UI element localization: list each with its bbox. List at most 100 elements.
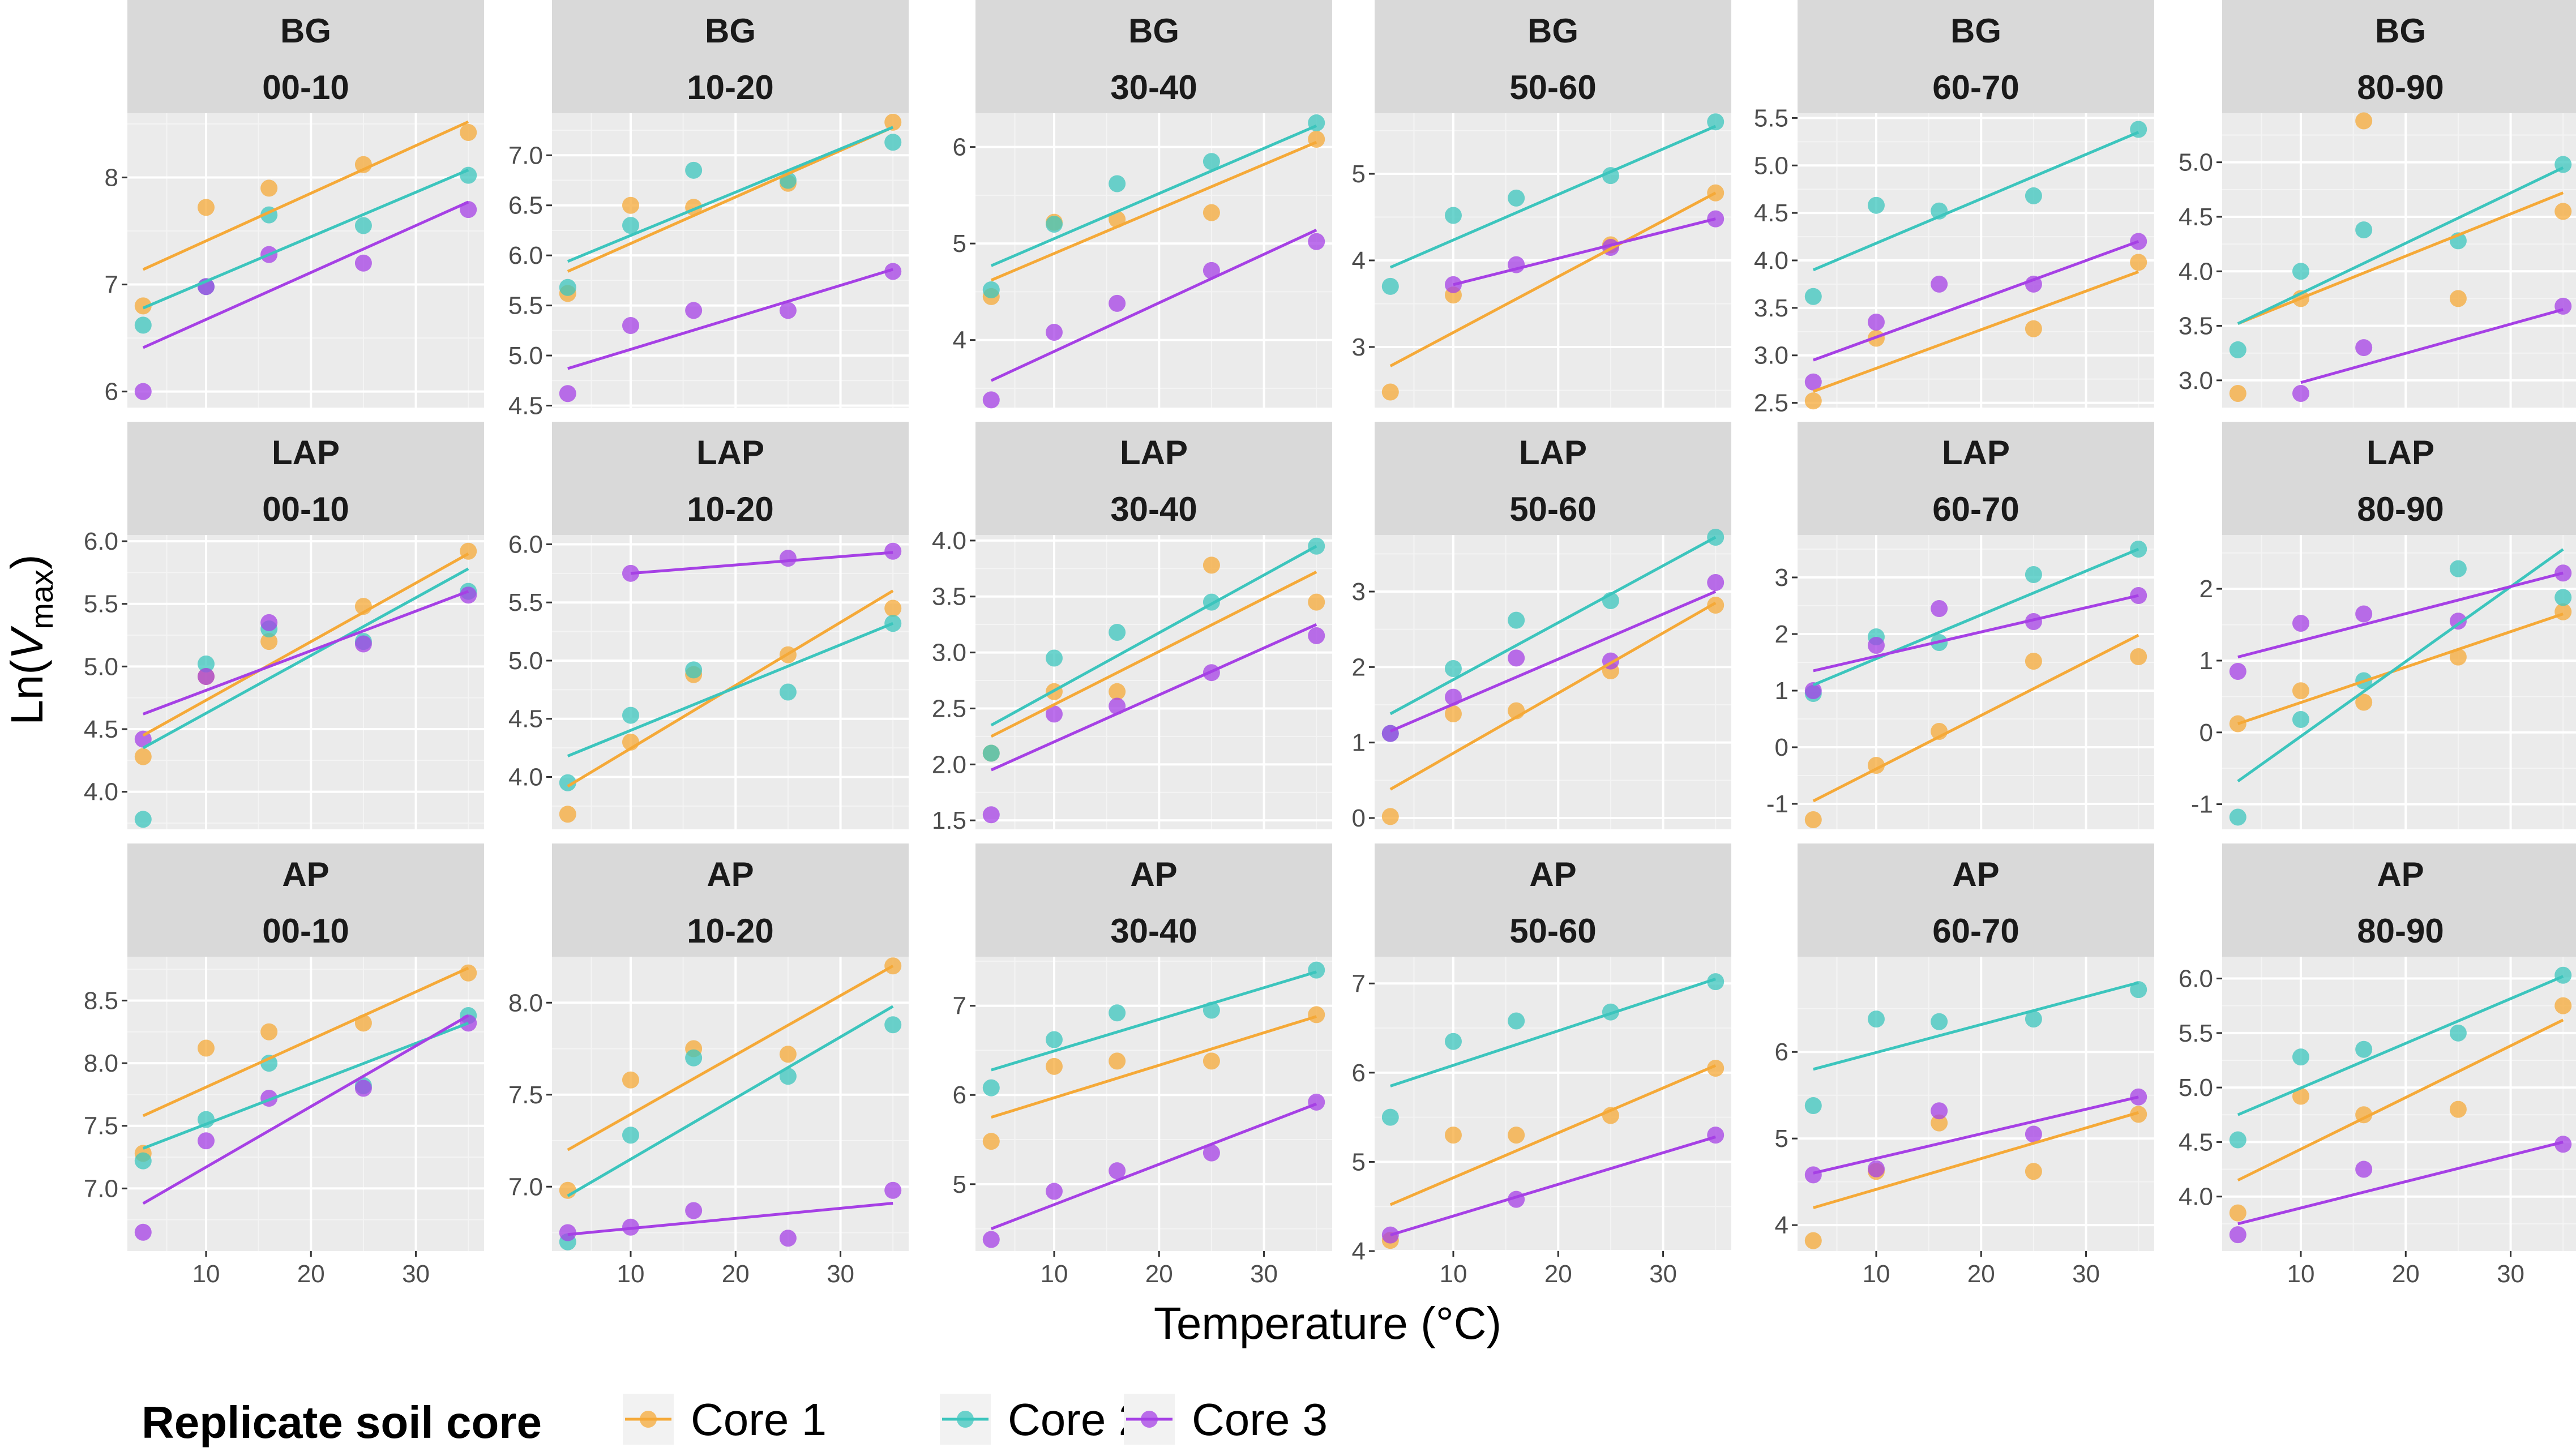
x-tick-label: 30 — [402, 1260, 430, 1288]
x-tick-label: 10 — [1040, 1260, 1068, 1288]
facet-panel-lap-00-10: LAP 00-10 4.0 4.5 5.0 5.5 6.0 — [84, 422, 484, 829]
y-tick-label: -1 — [1766, 790, 1788, 818]
strip-depth-label: 00-10 — [262, 490, 349, 528]
fit-line-core-2 — [1812, 131, 2139, 272]
y-tick-label: 6.0 — [84, 528, 118, 555]
y-tick-label: 7 — [953, 992, 966, 1020]
data-point-core-3 — [982, 1231, 1000, 1248]
legend-key-point — [957, 1411, 974, 1428]
x-tick-label: 20 — [1544, 1260, 1572, 1288]
data-point-core-2 — [2130, 981, 2147, 999]
y-tick-label: 5.5 — [84, 590, 118, 618]
fit-line-core-3 — [1453, 217, 1716, 286]
data-point-core-3 — [1707, 1127, 1725, 1144]
data-point-core-3 — [2229, 662, 2246, 680]
fit-line-core-1 — [1389, 601, 1717, 791]
data-point-core-1 — [2130, 254, 2147, 271]
data-point-core-2 — [1109, 1004, 1126, 1022]
y-tick-label: 5 — [1775, 1125, 1788, 1153]
data-point-core-2 — [779, 683, 797, 701]
data-point-core-2 — [1109, 175, 1126, 192]
data-point-core-1 — [2130, 1106, 2147, 1123]
data-point-core-1 — [460, 964, 477, 982]
data-point-core-3 — [354, 1080, 372, 1097]
facet-panel-lap-50-60: LAP 50-60 0 1 2 3 — [1352, 422, 1731, 832]
data-point-core-1 — [1804, 1232, 1822, 1249]
y-tick-label: 3 — [1352, 578, 1366, 606]
y-tick-label: 1.5 — [932, 807, 966, 834]
y-tick-label: 6 — [953, 134, 966, 161]
plot-background — [127, 535, 484, 829]
x-tick-label: 30 — [1250, 1260, 1278, 1288]
facet-panel-bg-00-10: BG 00-10 6 7 8 — [105, 0, 484, 408]
facet-strip — [975, 843, 1332, 957]
y-axis-title-prefix: Ln( — [2, 660, 52, 725]
data-point-core-3 — [197, 1132, 215, 1150]
y-tick-label: 2.0 — [932, 751, 966, 778]
data-point-core-3 — [1804, 1166, 1822, 1184]
data-point-core-3 — [1045, 1183, 1063, 1200]
legend: Replicate soil core Core 1 Core 2 Core 3 — [142, 1394, 1328, 1448]
fit-line-core-1 — [1812, 633, 2139, 803]
fit-line-core-2 — [1389, 125, 1717, 269]
plot-background — [552, 535, 909, 829]
data-point-core-3 — [2229, 1226, 2246, 1244]
data-point-core-3 — [1867, 637, 1885, 654]
fit-line-core-1 — [1812, 270, 2139, 393]
plot-background — [127, 957, 484, 1251]
fit-line-core-3 — [1813, 1095, 2139, 1175]
strip-enzyme-label: LAP — [1120, 434, 1188, 472]
facet-panel-ap-00-10: AP 00-10 7.0 7.5 8.0 8.5 10 20 30 — [84, 843, 484, 1288]
data-point-core-3 — [197, 668, 215, 686]
data-point-core-1 — [260, 1023, 278, 1040]
data-point-core-1 — [2554, 203, 2572, 220]
plot-background — [552, 957, 909, 1251]
data-point-core-2 — [1867, 196, 1885, 214]
fit-line-core-2 — [567, 622, 894, 757]
data-point-core-2 — [1804, 288, 1822, 305]
data-point-core-2 — [2025, 1010, 2042, 1028]
fit-line-core-3 — [2237, 1140, 2564, 1226]
strip-enzyme-label: LAP — [696, 434, 764, 472]
y-tick-label: 5.0 — [2179, 1074, 2213, 1102]
strip-depth-label: 50-60 — [1509, 912, 1596, 950]
legend-title: Replicate soil core — [142, 1397, 542, 1448]
data-point-core-2 — [884, 134, 902, 151]
plot-background — [1798, 957, 2154, 1251]
y-tick-label: 7 — [105, 271, 118, 299]
data-point-core-3 — [134, 730, 152, 748]
data-point-core-3 — [2554, 1136, 2572, 1153]
fit-line-core-2 — [1390, 978, 1716, 1087]
facet-panel-ap-80-90: AP 80-90 4.0 4.5 5.0 5.5 6.0 10 20 30 — [2179, 843, 2576, 1288]
x-tick-label: 30 — [1649, 1260, 1677, 1288]
fit-line-core-3 — [567, 1202, 893, 1236]
x-tick-label: 10 — [1439, 1260, 1467, 1288]
data-point-core-1 — [2292, 1087, 2309, 1105]
strip-depth-label: 80-90 — [2357, 68, 2444, 106]
fit-line-core-3 — [990, 1102, 1317, 1230]
data-point-core-3 — [1109, 294, 1126, 312]
data-point-core-3 — [779, 550, 797, 567]
data-point-core-1 — [197, 1039, 215, 1057]
data-point-core-1 — [1931, 1114, 1948, 1132]
y-tick-label: 3.5 — [2179, 312, 2213, 340]
y-tick-label: 5.0 — [2179, 149, 2213, 177]
y-tick-label: 4.5 — [508, 392, 543, 419]
x-tick-label: 20 — [297, 1260, 325, 1288]
fit-line-core-1 — [1813, 1111, 2139, 1209]
strip-enzyme-label: AP — [2377, 855, 2424, 893]
data-point-core-3 — [1508, 649, 1525, 667]
facet-panel-bg-10-20: BG 10-20 4.5 5.0 5.5 6.0 6.5 7.0 — [508, 0, 909, 419]
y-tick-label: 2.5 — [1754, 389, 1788, 417]
strip-enzyme-label: BG — [705, 12, 756, 50]
x-tick-label: 20 — [2392, 1260, 2420, 1288]
facet-strip — [1798, 422, 2154, 535]
strip-enzyme-label: AP — [1130, 855, 1177, 893]
fit-line-core-1 — [1389, 191, 1717, 367]
y-tick-label: 7 — [1352, 970, 1366, 997]
fit-line-core-1 — [142, 553, 469, 737]
plot-background — [975, 535, 1332, 829]
strip-enzyme-label: AP — [1529, 855, 1576, 893]
fit-line-core-2 — [2237, 166, 2564, 325]
data-point-core-3 — [685, 302, 703, 319]
